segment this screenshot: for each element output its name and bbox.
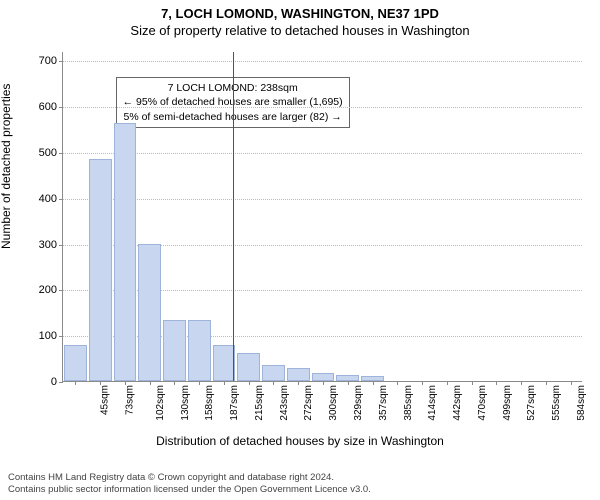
footer-attribution: Contains HM Land Registry data © Crown c… bbox=[8, 472, 371, 496]
x-tick-label: 442sqm bbox=[452, 385, 463, 421]
y-tick-label: 200 bbox=[39, 284, 63, 296]
x-tick-mark bbox=[249, 381, 250, 385]
x-tick-label: 73sqm bbox=[125, 385, 136, 415]
gridline bbox=[63, 199, 582, 200]
gridline bbox=[63, 61, 582, 62]
x-tick-mark bbox=[150, 381, 151, 385]
histogram-bar bbox=[312, 373, 335, 381]
x-tick-mark bbox=[571, 381, 572, 385]
x-tick-mark bbox=[348, 381, 349, 385]
x-tick-mark bbox=[100, 381, 101, 385]
x-tick-label: 499sqm bbox=[502, 385, 513, 421]
histogram-bar bbox=[89, 159, 112, 381]
footer-line2: Contains public sector information licen… bbox=[8, 484, 371, 496]
x-tick-mark bbox=[472, 381, 473, 385]
y-tick-label: 400 bbox=[39, 193, 63, 205]
x-tick-mark bbox=[199, 381, 200, 385]
y-tick-label: 600 bbox=[39, 101, 63, 113]
x-tick-label: 102sqm bbox=[155, 385, 166, 421]
chart-title-block: 7, LOCH LOMOND, WASHINGTON, NE37 1PD Siz… bbox=[0, 0, 600, 40]
x-tick-label: 527sqm bbox=[526, 385, 537, 421]
y-tick-label: 500 bbox=[39, 147, 63, 159]
y-axis-label: Number of detached properties bbox=[0, 84, 13, 249]
y-tick-label: 300 bbox=[39, 239, 63, 251]
footer-line1: Contains HM Land Registry data © Crown c… bbox=[8, 472, 371, 484]
histogram-bar bbox=[262, 365, 285, 381]
x-tick-label: 470sqm bbox=[477, 385, 488, 421]
y-tick-label: 100 bbox=[39, 330, 63, 342]
histogram-bar bbox=[188, 320, 211, 381]
x-tick-mark bbox=[174, 381, 175, 385]
x-tick-mark bbox=[397, 381, 398, 385]
reference-marker-line bbox=[233, 52, 234, 381]
chart-title-line2: Size of property relative to detached ho… bbox=[0, 23, 600, 40]
histogram-bar bbox=[287, 368, 310, 381]
x-tick-label: 130sqm bbox=[180, 385, 191, 421]
x-tick-label: 243sqm bbox=[279, 385, 290, 421]
x-tick-label: 300sqm bbox=[328, 385, 339, 421]
x-tick-mark bbox=[75, 381, 76, 385]
x-tick-label: 357sqm bbox=[378, 385, 389, 421]
histogram-bar bbox=[237, 353, 260, 381]
x-tick-mark bbox=[323, 381, 324, 385]
x-tick-label: 584sqm bbox=[576, 385, 587, 421]
chart-title-line1: 7, LOCH LOMOND, WASHINGTON, NE37 1PD bbox=[0, 6, 600, 23]
x-tick-label: 272sqm bbox=[304, 385, 315, 421]
x-tick-mark bbox=[447, 381, 448, 385]
x-tick-mark bbox=[373, 381, 374, 385]
x-tick-label: 414sqm bbox=[427, 385, 438, 421]
x-tick-label: 158sqm bbox=[205, 385, 216, 421]
x-tick-label: 329sqm bbox=[353, 385, 364, 421]
x-tick-label: 45sqm bbox=[100, 385, 111, 415]
x-tick-mark bbox=[422, 381, 423, 385]
y-tick-label: 700 bbox=[39, 55, 63, 67]
gridline bbox=[63, 107, 582, 108]
x-tick-mark bbox=[125, 381, 126, 385]
histogram-bar bbox=[64, 345, 87, 381]
chart-container: Number of detached properties 7 LOCH LOM… bbox=[0, 44, 600, 454]
gridline bbox=[63, 153, 582, 154]
x-tick-mark bbox=[521, 381, 522, 385]
x-tick-mark bbox=[496, 381, 497, 385]
x-tick-label: 385sqm bbox=[403, 385, 414, 421]
x-tick-label: 187sqm bbox=[229, 385, 240, 421]
plot-area: 7 LOCH LOMOND: 238sqm ← 95% of detached … bbox=[62, 52, 582, 382]
x-axis-label: Distribution of detached houses by size … bbox=[0, 434, 600, 448]
histogram-bar bbox=[138, 244, 161, 382]
x-tick-mark bbox=[546, 381, 547, 385]
y-tick-label: 0 bbox=[51, 376, 63, 388]
x-tick-label: 215sqm bbox=[254, 385, 265, 421]
x-tick-mark bbox=[273, 381, 274, 385]
x-tick-label: 555sqm bbox=[551, 385, 562, 421]
histogram-bar bbox=[163, 320, 186, 381]
x-tick-mark bbox=[298, 381, 299, 385]
histogram-bar bbox=[114, 123, 137, 381]
x-tick-mark bbox=[224, 381, 225, 385]
